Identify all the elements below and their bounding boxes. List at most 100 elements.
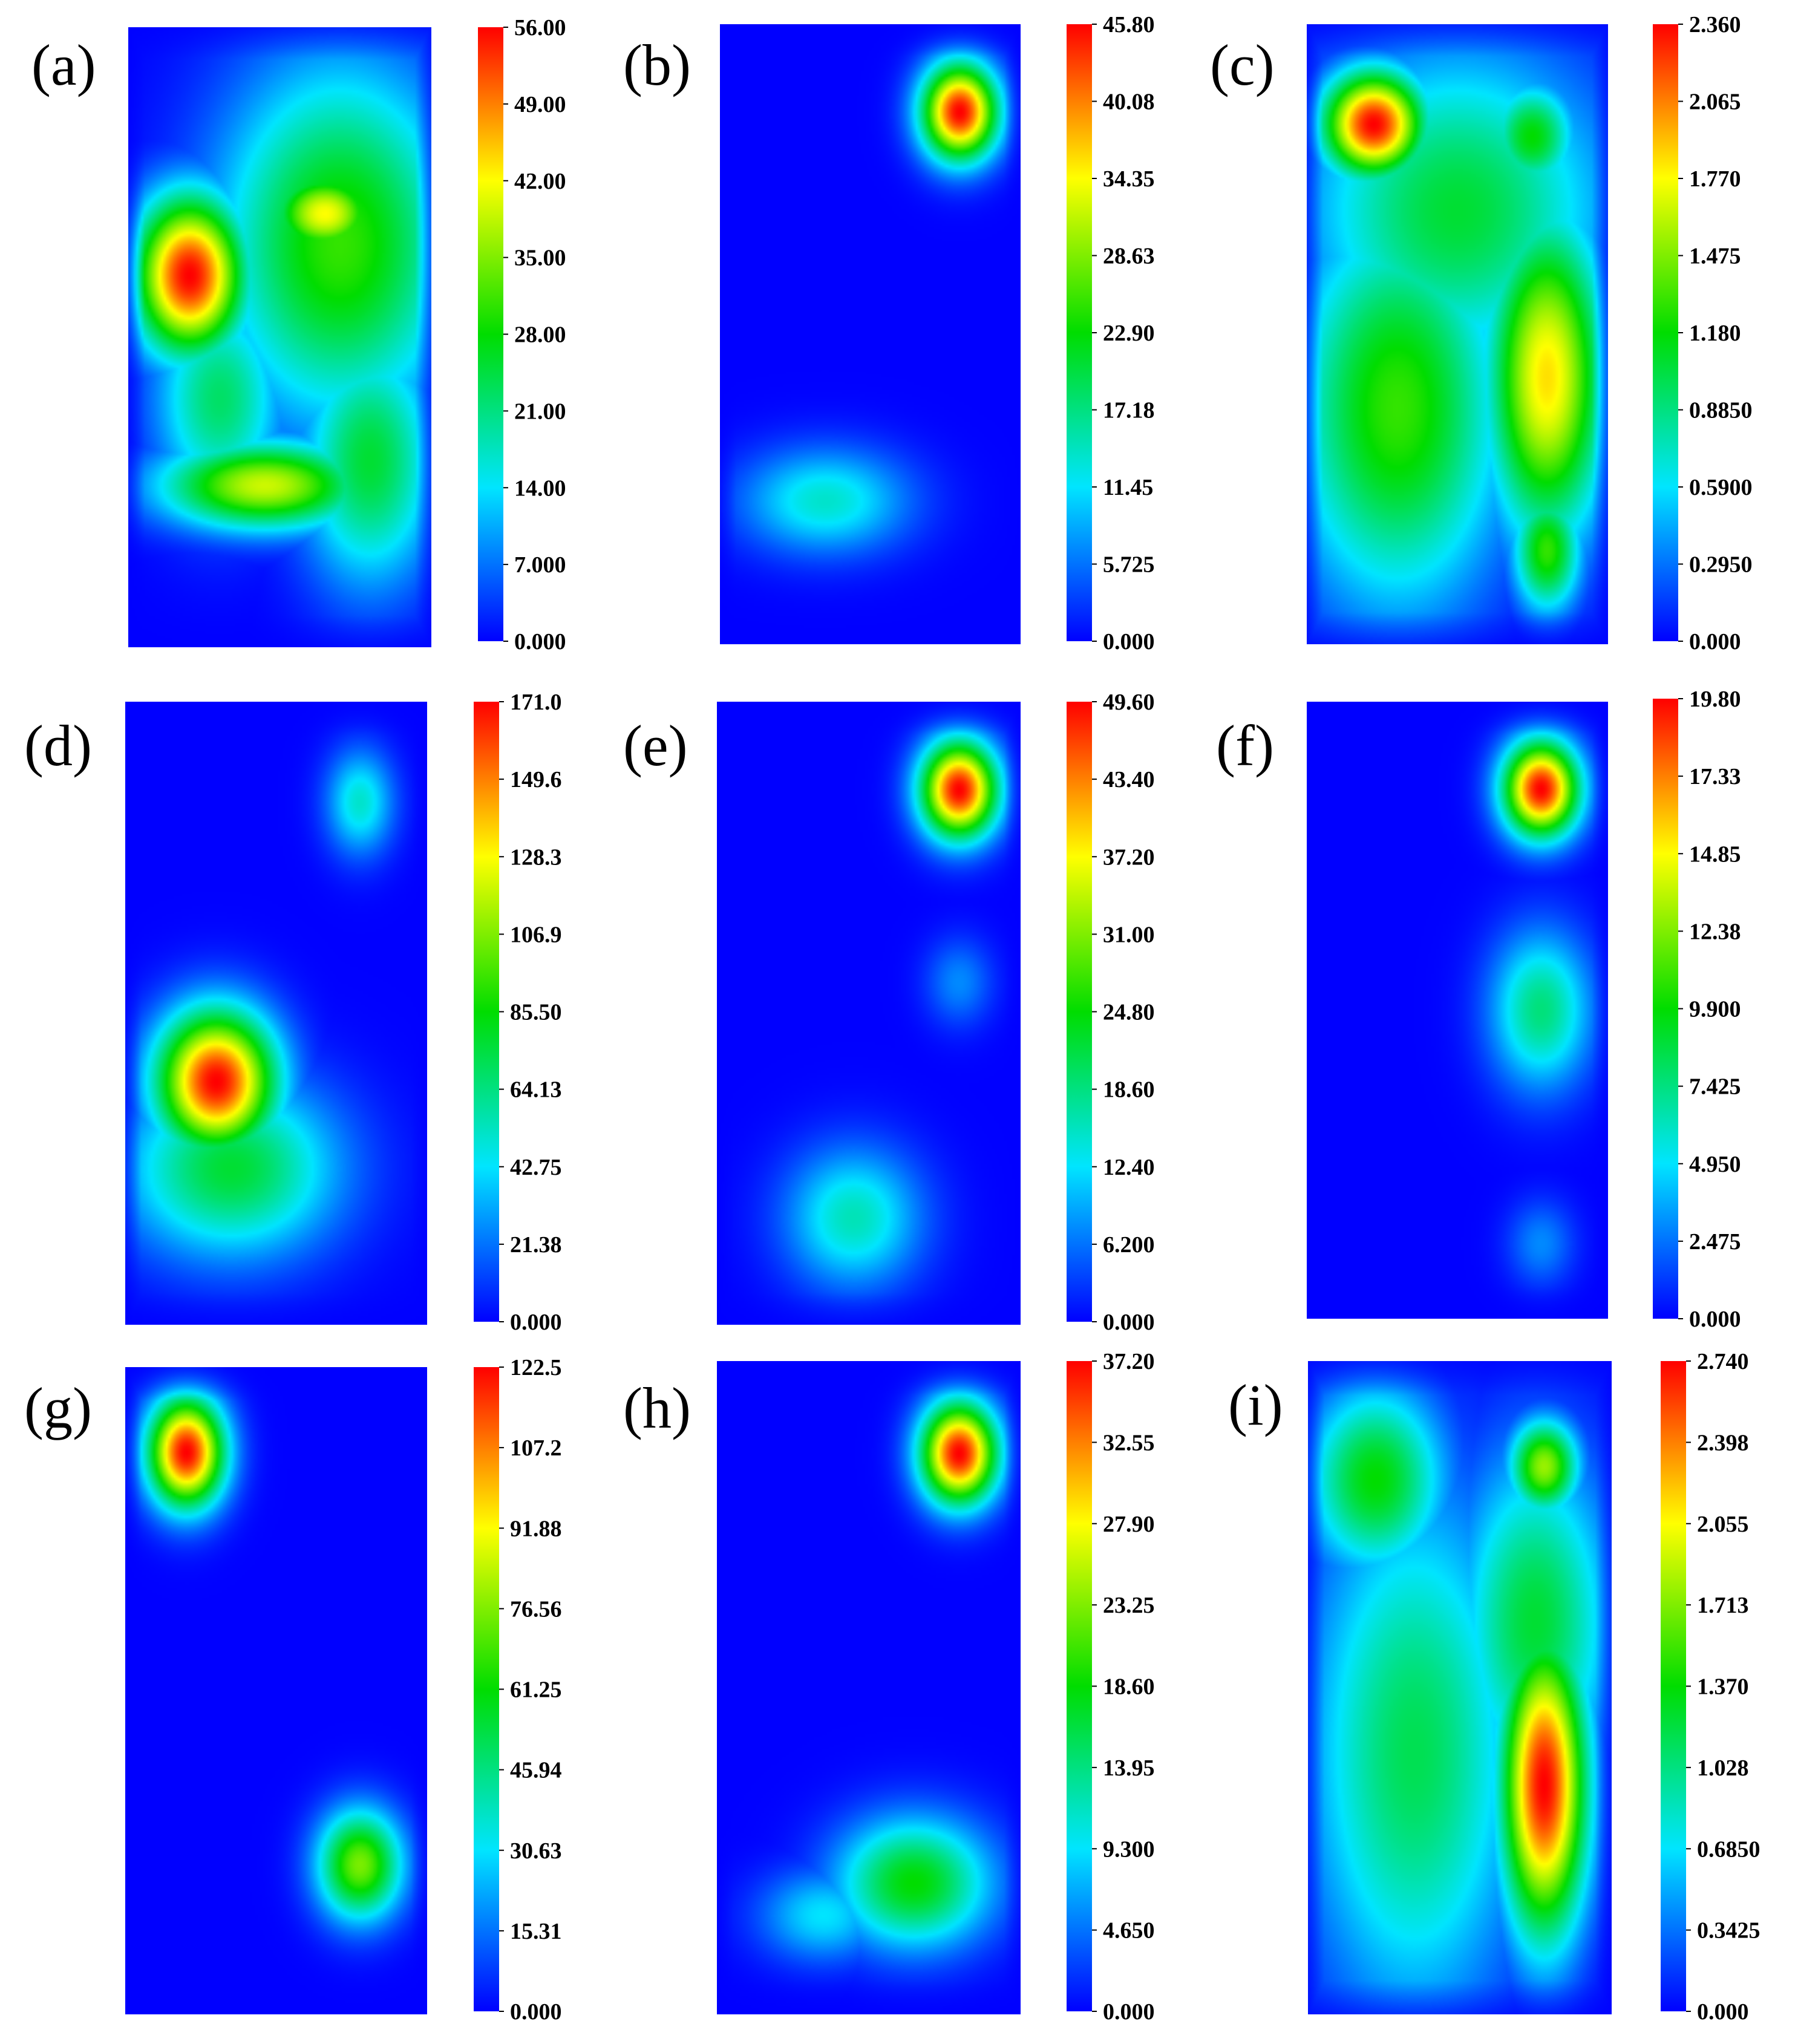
colorbar-tick-label: 0.000 xyxy=(1103,629,1155,655)
heatmap-field xyxy=(720,24,1021,644)
colorbar-tick-label: 0.000 xyxy=(510,1999,562,2025)
colorbar-tick-label: 149.6 xyxy=(510,767,562,792)
colorbar-tick-label: 171.0 xyxy=(510,690,562,715)
colorbar-tick-label: 15.31 xyxy=(510,1919,562,1944)
colorbar-tick-label: 7.425 xyxy=(1689,1074,1741,1100)
colorbar-tick-label: 11.45 xyxy=(1103,475,1153,500)
heatmap-field xyxy=(717,1361,1021,2014)
colorbar-tick-label: 14.85 xyxy=(1689,841,1741,867)
colorbar-tick-label: 21.00 xyxy=(514,399,566,424)
colorbar-tick-label: 45.94 xyxy=(510,1758,562,1783)
colorbar-tick-label: 106.9 xyxy=(510,922,562,947)
colorbar-tick-label: 64.13 xyxy=(510,1077,562,1103)
colorbar-tick-label: 1.370 xyxy=(1697,1674,1749,1700)
colorbar-tick-label: 6.200 xyxy=(1103,1232,1155,1258)
colorbar-tick-label: 0.000 xyxy=(514,629,566,655)
colorbar-tick-label: 2.055 xyxy=(1697,1512,1749,1537)
colorbar-tick-label: 21.38 xyxy=(510,1232,562,1258)
colorbar-tick-label: 42.75 xyxy=(510,1155,562,1180)
colorbar-tick-label: 91.88 xyxy=(510,1516,562,1541)
colorbar-tick-label: 0.000 xyxy=(1103,1310,1155,1335)
colorbar xyxy=(1653,24,1678,641)
heatmap-field xyxy=(1308,1361,1612,2014)
colorbar-tick-label: 27.90 xyxy=(1103,1512,1155,1537)
colorbar-tick-label: 5.725 xyxy=(1103,552,1155,578)
colorbar-tick-label: 28.00 xyxy=(514,322,566,348)
colorbar-tick-label: 12.38 xyxy=(1689,919,1741,944)
colorbar-tick-label: 1.770 xyxy=(1689,166,1741,192)
colorbar-tick-label: 13.95 xyxy=(1103,1755,1155,1781)
panel-label: (i) xyxy=(1228,1373,1283,1437)
colorbar-tick-label: 4.950 xyxy=(1689,1152,1741,1177)
colorbar-tick-label: 2.360 xyxy=(1689,12,1741,38)
colorbar-tick-label: 19.80 xyxy=(1689,687,1741,712)
colorbar-tick-label: 1.713 xyxy=(1697,1593,1749,1618)
colorbar-tick-label: 4.650 xyxy=(1103,1918,1155,1944)
colorbar-tick-label: 2.475 xyxy=(1689,1229,1741,1255)
colorbar xyxy=(1067,702,1092,1322)
colorbar-tick-label: 128.3 xyxy=(510,844,562,870)
colorbar xyxy=(474,1367,499,2011)
colorbar-tick-label: 1.475 xyxy=(1689,244,1741,269)
colorbar-tick-label: 0.6850 xyxy=(1697,1837,1760,1862)
colorbar-tick-label: 45.80 xyxy=(1103,12,1155,38)
colorbar-tick-label: 42.00 xyxy=(514,169,566,194)
colorbar-tick-label: 14.00 xyxy=(514,475,566,501)
colorbar xyxy=(478,27,503,641)
heatmap-field xyxy=(717,702,1021,1325)
heatmap-field xyxy=(128,27,431,647)
colorbar-tick-label: 2.065 xyxy=(1689,90,1741,115)
panel-e: (e) 0.000 6.200 12.40 18.60 24.80 31.00 37.20 43… xyxy=(623,690,1155,1335)
colorbar-tick-label: 2.740 xyxy=(1697,1349,1749,1374)
colorbar-tick-label: 0.000 xyxy=(1689,1307,1741,1332)
colorbar-tick-label: 9.300 xyxy=(1103,1837,1155,1862)
colorbar xyxy=(1067,1361,1092,2011)
panel-label: (g) xyxy=(24,1376,92,1440)
panel-f: (f) 0.000 2.475 4.950 7.425 9.900 12.38 14.85 17… xyxy=(1216,687,1741,1332)
colorbar-tick-label: 0.8850 xyxy=(1689,398,1753,423)
colorbar-tick-label: 0.000 xyxy=(1689,629,1741,655)
panel-a: (a) 0.000 7.000 14.00 21.00 28.00 35.00 42.00 49… xyxy=(31,15,566,655)
panel-label: (f) xyxy=(1216,713,1274,778)
panel-label: (b) xyxy=(623,33,691,97)
colorbar-tick-label: 0.2950 xyxy=(1689,552,1753,578)
colorbar-tick-label: 2.398 xyxy=(1697,1430,1749,1455)
colorbar-tick-label: 76.56 xyxy=(510,1596,562,1622)
colorbar-tick-label: 18.60 xyxy=(1103,1077,1155,1103)
colorbar xyxy=(474,702,499,1322)
colorbar-tick-label: 17.33 xyxy=(1689,764,1741,789)
panel-i: (i) 0.000 0.3425 0.6850 1.028 1.370 1.713 2.055… xyxy=(1228,1349,1760,2025)
colorbar xyxy=(1661,1361,1686,2011)
colorbar-tick-label: 85.50 xyxy=(510,1000,562,1025)
panel-label: (c) xyxy=(1210,33,1275,97)
colorbar-tick-label: 56.00 xyxy=(514,15,566,41)
colorbar-tick-label: 18.60 xyxy=(1103,1674,1155,1700)
panel-b: (b) 0.000 5.725 11.45 17.18 22.90 28.63 34.35 40… xyxy=(623,12,1155,655)
panel-h: (h) 0.000 4.650 9.300 13.95 18.60 23.25 27.90 32… xyxy=(623,1349,1155,2025)
panel-label: (d) xyxy=(24,713,92,778)
colorbar-tick-label: 43.40 xyxy=(1103,767,1155,792)
colorbar-tick-label: 31.00 xyxy=(1103,922,1155,947)
colorbar-tick-label: 0.3425 xyxy=(1697,1918,1760,1944)
colorbar-tick-label: 0.000 xyxy=(1697,1999,1749,2025)
colorbar xyxy=(1067,24,1092,641)
heatmap-field xyxy=(1307,702,1608,1319)
colorbar xyxy=(1653,699,1678,1319)
colorbar-tick-label: 40.08 xyxy=(1103,90,1155,115)
panel-label: (h) xyxy=(623,1376,691,1440)
colorbar-tick-label: 9.900 xyxy=(1689,997,1741,1022)
colorbar-tick-label: 28.63 xyxy=(1103,244,1155,269)
colorbar-tick-label: 1.028 xyxy=(1697,1755,1749,1781)
colorbar-tick-label: 61.25 xyxy=(510,1677,562,1703)
colorbar-tick-label: 17.18 xyxy=(1103,398,1155,423)
colorbar-tick-label: 1.180 xyxy=(1689,321,1741,346)
colorbar-tick-label: 7.000 xyxy=(514,552,566,578)
heatmap-field xyxy=(125,702,427,1325)
heatmap-field xyxy=(125,1367,427,2014)
colorbar-tick-label: 23.25 xyxy=(1103,1593,1155,1618)
colorbar-tick-label: 107.2 xyxy=(510,1435,562,1461)
panel-g: (g) 0.000 15.31 30.63 45.94 61.25 76.56 91.88 10… xyxy=(24,1355,562,2025)
heatmap-field xyxy=(1307,24,1608,644)
colorbar-tick-label: 30.63 xyxy=(510,1838,562,1864)
colorbar-tick-label: 49.60 xyxy=(1103,690,1155,715)
